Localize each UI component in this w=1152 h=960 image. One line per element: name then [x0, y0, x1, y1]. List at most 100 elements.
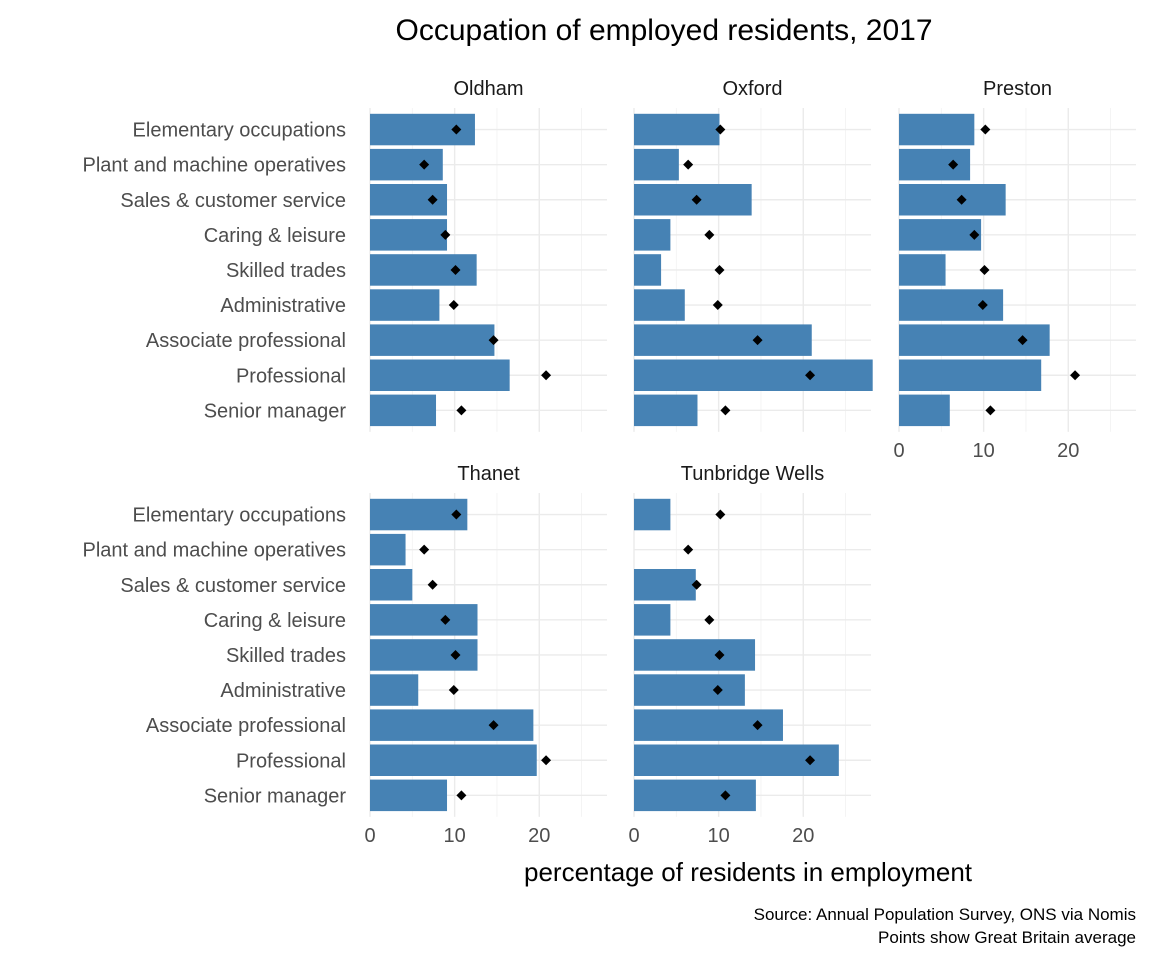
gb-average-point	[427, 579, 438, 590]
x-tick-label: 10	[708, 825, 730, 847]
bar-plant-and-machine-operatives	[634, 148, 679, 181]
panel-strip-label: Tunbridge Wells	[681, 463, 824, 485]
bar-elementary-occupations	[634, 113, 720, 146]
bar-professional	[634, 359, 873, 391]
gb-average-point	[488, 335, 499, 346]
gb-average-point	[1070, 370, 1081, 381]
gb-average-point	[448, 300, 459, 311]
bar-caring-leisure	[370, 219, 448, 251]
panel-tunbridge-wells: Tunbridge Wells 0 10 20	[628, 463, 871, 847]
bar-administrative	[370, 674, 419, 706]
chart-title: Occupation of employed residents, 2017	[396, 14, 933, 47]
bar-administrative	[370, 289, 440, 321]
gb-average-point	[451, 509, 462, 520]
y-tick-label: Caring & leisure	[204, 225, 346, 247]
bar-plant-and-machine-operatives	[370, 148, 443, 181]
bar-skilled-trades	[634, 639, 756, 671]
gb-average-point	[805, 755, 816, 766]
chart-panels: Oldham Elementary occupations Plant and ma…	[83, 78, 1136, 847]
x-tick-label: 10	[444, 825, 466, 847]
bar-senior-manager	[899, 394, 950, 427]
gb-average-point	[969, 229, 980, 240]
bar-skilled-trades	[899, 254, 946, 286]
bar-sales-customer-service	[370, 569, 413, 601]
panel-strip-label: Oldham	[453, 78, 523, 100]
bar-caring-leisure	[634, 604, 671, 636]
gb-average-point	[985, 405, 996, 416]
gb-average-point	[979, 264, 990, 275]
gb-average-point	[980, 124, 991, 135]
gb-average-point	[977, 300, 988, 311]
gb-average-point	[541, 370, 552, 381]
gb-average-point	[541, 755, 552, 766]
bar-caring-leisure	[370, 604, 478, 636]
caption-note: Points show Great Britain average	[878, 928, 1136, 947]
y-tick-label: Professional	[236, 365, 346, 387]
gb-average-point	[683, 159, 694, 170]
y-tick-label: Sales & customer service	[120, 575, 346, 597]
x-axis-title: percentage of residents in employment	[524, 857, 973, 887]
gb-average-point	[948, 159, 959, 170]
bar-senior-manager	[634, 394, 698, 427]
bar-sales-customer-service	[899, 184, 1006, 216]
gb-average-point	[419, 159, 430, 170]
gb-average-point	[683, 544, 694, 555]
x-tick-label: 10	[973, 440, 995, 462]
gb-average-point	[440, 614, 451, 625]
gb-average-point	[448, 685, 459, 696]
bar-plant-and-machine-operatives	[899, 148, 971, 181]
y-tick-label: Associate professional	[146, 330, 346, 352]
gb-average-point	[805, 370, 816, 381]
panel-preston: Preston 0 10 20	[893, 78, 1136, 462]
y-tick-label: Professional	[236, 750, 346, 772]
gb-average-point	[1017, 335, 1028, 346]
gb-average-point	[691, 579, 702, 590]
y-tick-label: Sales & customer service	[120, 190, 346, 212]
panel-oxford: Oxford	[633, 78, 873, 432]
bar-elementary-occupations	[370, 498, 468, 531]
y-tick-label: Senior manager	[204, 400, 347, 422]
caption-source: Source: Annual Population Survey, ONS vi…	[754, 905, 1136, 924]
y-tick-label: Associate professional	[146, 715, 346, 737]
gb-average-point	[704, 614, 715, 625]
bar-administrative	[634, 674, 745, 706]
bar-associate-professional	[634, 324, 812, 356]
bar-sales-customer-service	[634, 569, 696, 601]
gb-average-point	[752, 720, 763, 731]
gb-average-point	[712, 300, 723, 311]
gb-average-point	[450, 264, 461, 275]
gb-average-point	[720, 405, 731, 416]
panel-thanet: Thanet Elementary occupations Plant and ma…	[83, 463, 607, 847]
y-tick-label: Skilled trades	[226, 260, 346, 282]
bar-elementary-occupations	[634, 498, 671, 531]
gb-average-point	[715, 509, 726, 520]
y-tick-label: Administrative	[220, 295, 346, 317]
x-tick-label: 0	[893, 440, 904, 462]
x-tick-label: 0	[364, 825, 375, 847]
panel-strip-label: Thanet	[457, 463, 520, 485]
bar-senior-manager	[634, 779, 756, 812]
gb-average-point	[440, 229, 451, 240]
panel-oldham: Oldham Elementary occupations Plant and ma…	[83, 78, 607, 432]
bar-skilled-trades	[370, 254, 477, 286]
y-tick-label: Elementary occupations	[133, 505, 346, 527]
gb-average-point	[427, 194, 438, 205]
gb-average-point	[488, 720, 499, 731]
bar-associate-professional	[370, 324, 495, 356]
gb-average-point	[450, 649, 461, 660]
bar-skilled-trades	[370, 639, 478, 671]
bar-professional	[370, 744, 537, 776]
y-tick-label: Elementary occupations	[133, 120, 346, 142]
gb-average-point	[704, 229, 715, 240]
gb-average-point	[451, 124, 462, 135]
y-tick-label: Skilled trades	[226, 645, 346, 667]
y-tick-label: Administrative	[220, 680, 346, 702]
panel-strip-label: Preston	[983, 78, 1052, 100]
y-tick-label: Senior manager	[204, 785, 347, 807]
bar-caring-leisure	[634, 219, 671, 251]
gb-average-point	[714, 264, 725, 275]
gb-average-point	[419, 544, 430, 555]
y-tick-label: Plant and machine operatives	[83, 540, 347, 562]
x-tick-label: 0	[628, 825, 639, 847]
bar-caring-leisure	[899, 219, 982, 251]
